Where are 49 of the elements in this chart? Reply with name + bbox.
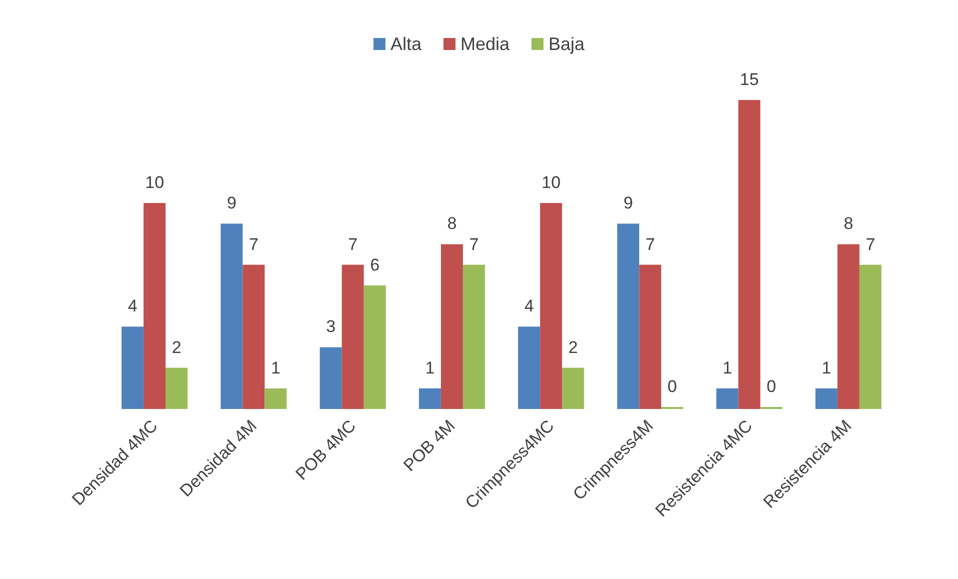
bar	[418, 388, 441, 409]
data-label: 8	[447, 214, 457, 234]
data-label: 1	[270, 358, 280, 378]
data-label: 1	[822, 358, 832, 378]
bar	[815, 388, 838, 409]
data-label: 10	[145, 173, 164, 192]
bar	[242, 264, 265, 409]
bar	[617, 224, 640, 409]
data-label: 4	[524, 296, 534, 316]
data-label: 10	[542, 173, 561, 192]
data-label: 9	[226, 194, 236, 213]
bar	[264, 388, 287, 409]
bar	[738, 100, 760, 409]
data-label: 9	[623, 194, 633, 213]
bar	[639, 264, 662, 409]
data-label: 15	[740, 70, 759, 89]
data-label: 0	[766, 377, 776, 396]
data-label: 7	[866, 234, 876, 254]
bar	[342, 264, 364, 409]
bar	[122, 326, 144, 409]
data-label: 7	[469, 234, 479, 254]
data-label: 7	[248, 234, 258, 254]
data-label: 2	[172, 338, 182, 357]
data-label: 1	[722, 358, 732, 378]
data-label: 2	[568, 338, 578, 357]
data-label: 6	[370, 255, 380, 274]
legend-label: Baja	[548, 34, 586, 54]
bar	[462, 264, 485, 409]
data-label: 7	[348, 234, 358, 254]
bar	[859, 264, 882, 409]
data-label: 3	[326, 317, 336, 336]
bar	[518, 326, 540, 409]
data-label: 7	[645, 234, 655, 254]
bar	[562, 368, 584, 409]
bar	[166, 368, 188, 409]
bar	[364, 285, 386, 409]
data-label: 1	[425, 358, 435, 378]
legend-label: Media	[460, 34, 510, 54]
bar	[540, 203, 562, 409]
bar	[716, 388, 738, 409]
data-label: 4	[128, 296, 138, 316]
bar	[220, 224, 243, 409]
bar	[837, 244, 860, 409]
data-label: 0	[667, 377, 677, 396]
bar	[320, 347, 342, 409]
data-label: 8	[844, 214, 854, 234]
bar	[144, 203, 166, 409]
legend-label: Alta	[390, 34, 422, 54]
bar	[440, 244, 463, 409]
